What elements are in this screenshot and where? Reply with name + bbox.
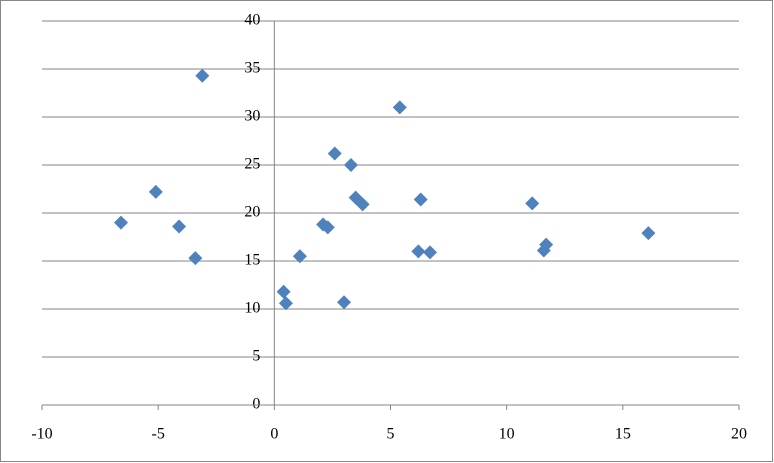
point: [539, 237, 554, 252]
y-tick-label: 5: [252, 348, 260, 365]
point: [195, 68, 210, 83]
point: [320, 220, 335, 235]
y-tick-label: 20: [244, 204, 260, 221]
x-tick-label: 10: [499, 426, 515, 443]
point: [641, 226, 656, 241]
point: [327, 146, 342, 161]
point: [148, 184, 163, 199]
x-tick-label: 0: [270, 426, 278, 443]
x-tick-label: 15: [615, 426, 631, 443]
point: [278, 296, 293, 311]
point: [113, 215, 128, 230]
point: [422, 245, 437, 260]
point: [188, 251, 203, 266]
point: [344, 158, 359, 172]
point: [413, 192, 428, 207]
point: [525, 196, 540, 211]
y-tick-label: 0: [252, 396, 260, 413]
point: [392, 100, 407, 115]
point: [337, 295, 352, 310]
x-tick-label: 20: [731, 426, 747, 443]
x-tick-label: -10: [31, 426, 52, 443]
point: [292, 249, 307, 264]
point: [355, 197, 370, 212]
y-tick-label: 35: [244, 60, 260, 77]
y-tick-label: 10: [244, 300, 260, 317]
y-tick-label: 40: [244, 12, 260, 29]
y-tick-label: 30: [244, 108, 260, 125]
x-tick-label: -5: [152, 426, 165, 443]
y-tick-label: 25: [244, 156, 260, 173]
x-tick-label: 5: [387, 426, 395, 443]
point: [411, 244, 426, 259]
point: [172, 219, 187, 234]
y-tick-label: 15: [244, 252, 260, 269]
point: [276, 284, 291, 299]
